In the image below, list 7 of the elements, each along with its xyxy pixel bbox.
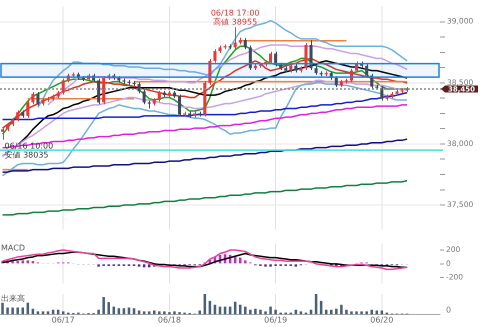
x-tick-label: 06/19 (264, 315, 288, 324)
x-tick-label: 06/20 (370, 315, 394, 324)
x-tick-label: 06/17 (52, 315, 75, 324)
x-tick-label: 06/18 (158, 315, 181, 324)
chart-title: MACD (1, 244, 25, 253)
annotation: 06/18 17:00 高値 38955 (210, 8, 260, 26)
chart-title: 出来高 (1, 294, 25, 304)
